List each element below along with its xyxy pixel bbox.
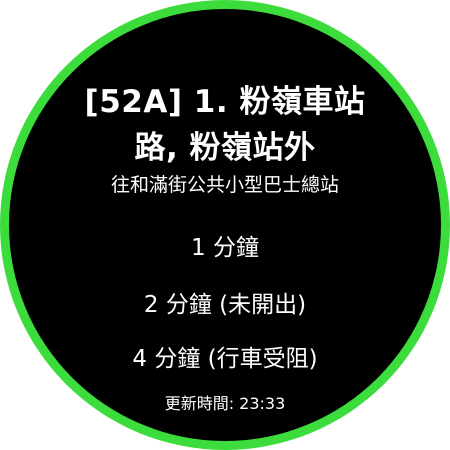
stop-title: [52A] 1. 粉嶺車站 路, 粉嶺站外: [59, 79, 391, 171]
eta-item: 1 分鐘: [191, 235, 259, 261]
stop-title-line1: [52A] 1. 粉嶺車站: [84, 84, 366, 120]
stop-title-line2: 路, 粉嶺站外: [134, 130, 316, 166]
watch-face: [52A] 1. 粉嶺車站 路, 粉嶺站外 往和滿街公共小型巴士總站 1 分鐘 …: [9, 9, 441, 441]
eta-item: 4 分鐘 (行車受阻): [132, 346, 318, 372]
last-updated-label: 更新時間: 23:33: [164, 394, 286, 413]
eta-item: 2 分鐘 (未開出): [143, 292, 307, 318]
destination-label: 往和滿街公共小型巴士總站: [110, 174, 339, 196]
